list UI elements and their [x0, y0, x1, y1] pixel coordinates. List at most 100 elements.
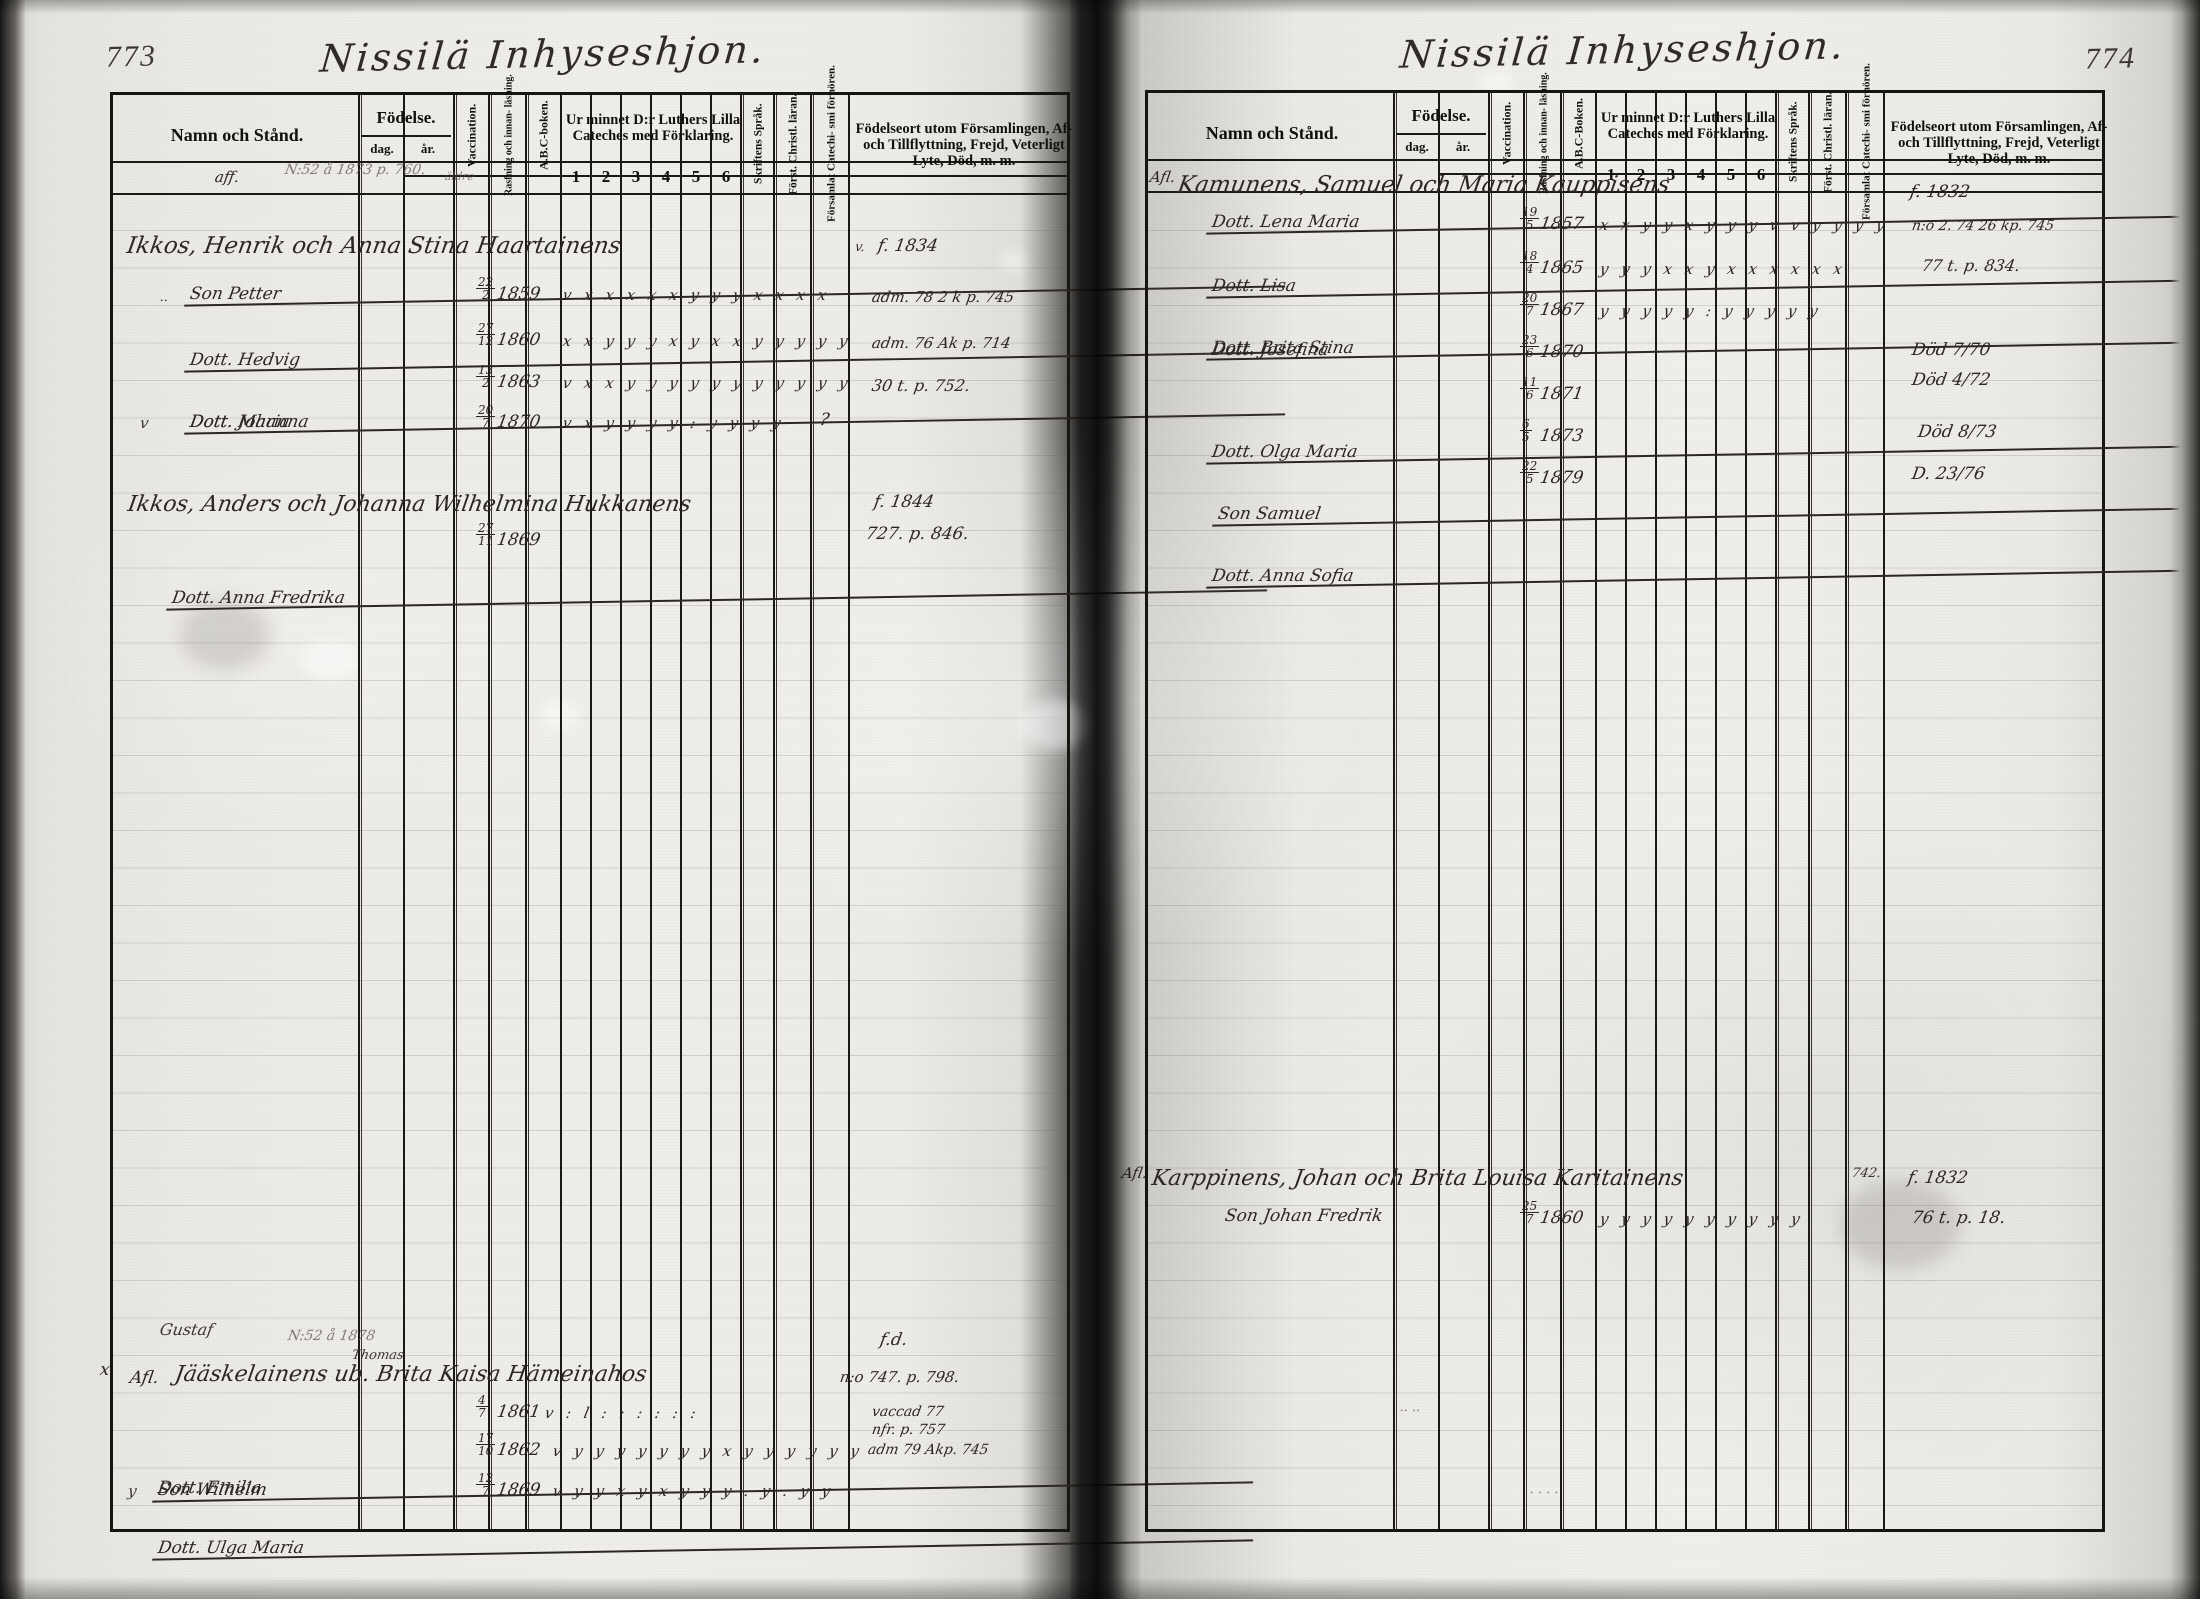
entry-prefix: aff.: [213, 168, 241, 186]
birth-month: 7: [478, 1406, 486, 1420]
member-note: nfr. p. 757: [870, 1422, 947, 1438]
member-note: n:o 2. 74 26 kp. 745: [1910, 218, 2056, 234]
col-divider: [1523, 93, 1525, 1529]
birth-year: 1870: [495, 412, 542, 432]
member-name: Dott. Ulga Maria: [156, 1538, 1249, 1558]
birth-month: 5: [1525, 218, 1534, 232]
col-divider: [1595, 93, 1597, 1529]
birth-day: 22: [476, 275, 496, 289]
birth-day: 23: [1520, 333, 1540, 347]
col-divider: [1655, 93, 1657, 1529]
birth-year: 1870: [1538, 342, 1585, 362]
header-vaccination-left: Vaccination.: [464, 103, 479, 167]
header-name-right: Namn och Stånd.: [1205, 122, 1339, 143]
family-head-note: f.d.: [878, 1330, 909, 1350]
header-catechism-group-left: Ur minnet D:r Luthers Lilla Cateches med…: [565, 111, 741, 144]
col-divider: [1745, 93, 1747, 1529]
skill-marks: v y y y y y y y x y y y y y y: [551, 1442, 865, 1460]
header-vaccination-right: Vaccination.: [1499, 101, 1514, 165]
member-name: Dott. Brita Stina: [1210, 338, 2200, 358]
col-divider: [1883, 93, 1885, 1529]
skill-marks: v x y y y y : y y y y: [561, 414, 787, 432]
birth-day: 20: [1520, 291, 1540, 305]
header-cat-num-1-left: 1: [571, 167, 581, 186]
skill-marks: v x x x x x y y y x x x x: [561, 286, 833, 304]
member-name: Son Johan Fredrik: [1223, 1206, 1385, 1226]
entry-prefix: Afl.: [128, 1368, 161, 1388]
family-head-note: f. 1834: [876, 236, 940, 256]
member-name: Dott. Lisa: [1210, 276, 2200, 296]
header-scripture-left: Skriftens Språk.: [752, 103, 765, 185]
col-divider: [740, 95, 742, 1529]
folio-number-right: 774: [2084, 41, 2137, 76]
scan-edge-bottom: [0, 1577, 2200, 1599]
birth-year: 1857: [1538, 214, 1585, 234]
col-divider: [1396, 93, 1397, 1529]
header-cat-num-6-left: 6: [721, 167, 731, 186]
member-note: adm. 76 Ak p. 714: [870, 334, 1013, 352]
birth-year: 1867: [1538, 300, 1585, 320]
col-divider: [1526, 93, 1527, 1529]
entry-annotation: N:52 å 1878: [286, 1328, 377, 1344]
col-divider: [680, 95, 682, 1529]
member-note: Död 7/70: [1910, 340, 1992, 360]
family-head-note-2: n:o 747. p. 798.: [838, 1368, 961, 1386]
header-rule: [1438, 173, 2102, 175]
birth-month: 7: [481, 1484, 490, 1498]
header-bottom-rule: [113, 193, 1067, 195]
skill-marks: x x y y x y y y v v y y y y: [1598, 216, 1891, 234]
header-abc-left: A.B.C-boken.: [536, 100, 551, 170]
header-reading-right: Rasfning och innan- läsning.: [1538, 72, 1550, 194]
header-cat-num-6-right: 6: [1756, 165, 1766, 184]
birth-day: 12: [476, 1471, 496, 1485]
header-birth-day-left: dag.: [370, 140, 394, 156]
birth-day: 6: [1520, 417, 1532, 431]
folio-number-left: 773: [105, 39, 158, 74]
birth-day: 22: [1520, 459, 1540, 473]
header-cat-num-3-right: 3: [1666, 165, 1676, 184]
col-divider: [453, 95, 455, 1529]
family-head-name: Kamunens, Samuel och Maria Kauppisens: [1175, 172, 1672, 198]
birth-year: 1859: [495, 284, 542, 304]
header-birth-right: Födelse.: [1411, 106, 1471, 126]
header-doctrine-right: Först. Christl. läran.: [1822, 91, 1835, 193]
header-rule: [1396, 133, 1486, 135]
member-note: Död 4/72: [1910, 370, 1992, 390]
birth-day: 18: [1520, 249, 1540, 263]
birth-month: 7: [1525, 1212, 1534, 1226]
header-bottom-rule: [1148, 191, 2102, 193]
header-cat-num-2-left: 2: [601, 167, 611, 186]
header-birth-year-left: år.: [420, 140, 436, 156]
col-divider: [491, 95, 492, 1529]
birth-month: 4: [1525, 262, 1534, 276]
col-divider: [1393, 93, 1395, 1529]
birth-month: 2: [481, 376, 490, 390]
entry-prefix: Afl.: [1120, 1164, 1149, 1182]
family-head-name: Jääskelainens ub. Brita Kaisa Hämeinahos: [173, 1362, 649, 1387]
family-head-note: f. 1832: [1906, 1168, 1970, 1188]
birth-month: 10: [478, 1444, 494, 1458]
header-rule: [361, 135, 451, 137]
col-divider: [773, 95, 775, 1529]
header-birth-day-right: dag.: [1405, 138, 1429, 154]
birth-month: 12: [478, 334, 494, 348]
birth-year: 1860: [495, 330, 542, 350]
birth-month: 6: [1525, 388, 1534, 402]
col-divider: [456, 95, 457, 1529]
header-notes-right: Födelseort utom Församlingen, Af- och Ti…: [1890, 118, 2108, 168]
birth-year: 1873: [1538, 426, 1585, 446]
page-heading-right: Nissilä Inhyseshjon.: [1398, 23, 1848, 77]
family-head-note-2: 727. p. 846.: [864, 524, 971, 544]
birth-month: 5: [1525, 472, 1534, 486]
skill-marks: y y y y y : y y y y y: [1598, 302, 1824, 320]
scan-edge-right: [2170, 0, 2200, 1599]
birth-year: 1865: [1538, 258, 1585, 278]
member-name: Dott. Johanna: [188, 412, 311, 432]
family-head-name: Karppinens, Johan och Brita Louisa Karit…: [1150, 1166, 1686, 1191]
skill-marks: x x y y y x y x x y y y y y: [561, 332, 854, 350]
col-divider: [1811, 93, 1812, 1529]
col-divider: [810, 95, 812, 1529]
col-divider: [590, 95, 592, 1529]
member-note: 77 t. p. 834.: [1920, 256, 2022, 275]
birth-day: 27: [476, 321, 496, 335]
